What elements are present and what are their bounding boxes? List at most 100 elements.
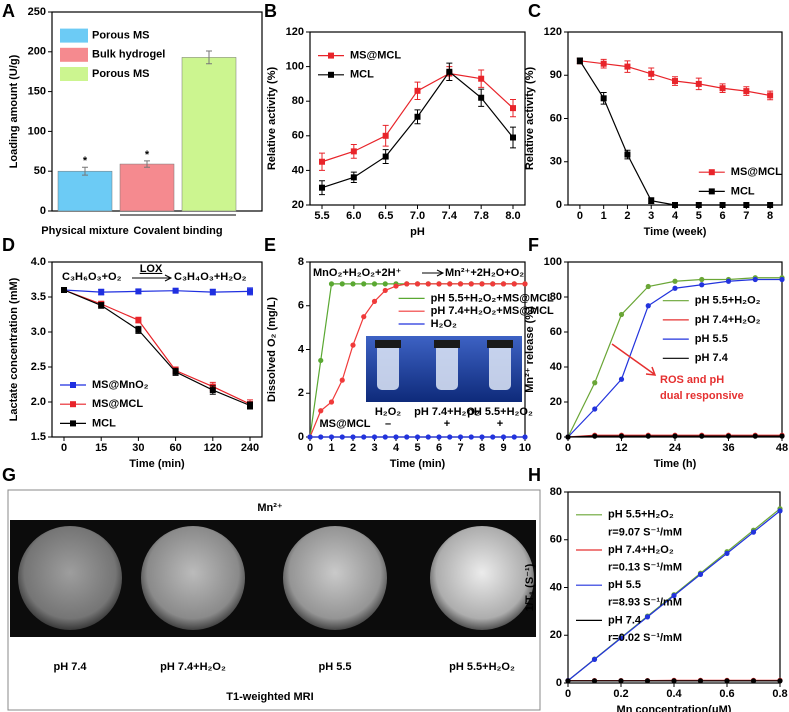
marker [414,87,421,94]
legend-marker [708,169,715,176]
reaction-right: Mn²⁺+2H₂O+O₂ [445,267,524,279]
legend-label: MCL [92,417,116,429]
marker [695,80,702,87]
reaction-left: C₃H₆O₃+O₂ [62,271,122,283]
image-title: Mn²⁺ [257,502,283,514]
vial [377,342,399,390]
inset-row-value: + [444,418,450,430]
x-tick-label: 1 [601,210,607,222]
marker [307,434,313,440]
marker [697,571,704,577]
marker [404,281,410,287]
x-tick-label: 0.6 [719,688,734,700]
legend-note: r=0.02 S⁻¹/mM [608,632,682,644]
x-tick-label: 0 [565,688,571,700]
y-tick-label: 100 [544,256,562,268]
marker [247,288,253,295]
marker [425,434,431,440]
group-label: Physical mixture [41,225,128,237]
marker [779,433,785,439]
y-tick-label: 150 [28,86,46,98]
marker [672,202,678,208]
marker [382,153,389,160]
y-tick-label: 4.0 [31,256,46,268]
marker [618,311,625,318]
marker [645,283,651,290]
marker [779,276,785,283]
y-tick-label: 60 [292,130,304,142]
y-axis-label: Mn²⁺ release (%) [524,306,536,393]
x-axis-label: pH [410,226,425,238]
y-tick-label: 200 [28,46,46,58]
vial-cap [375,340,401,348]
legend-label: pH 7.4+H₂O₂ [608,544,674,556]
x-axis-label: Time (min) [390,458,446,470]
mri-sample [18,526,122,630]
marker [479,434,485,440]
marker [591,656,598,662]
x-tick-label: 10 [519,442,531,454]
panel-label: D [2,235,15,255]
panel-label: F [528,235,539,255]
inset-label: H₂O₂ [375,406,401,418]
marker [425,281,431,287]
bar [57,170,113,212]
legend-label: pH 5.5+H₂O₂ [608,509,674,521]
x-tick-label: 48 [776,442,788,454]
y-axis-label: Relative activity (%) [524,67,536,171]
marker [339,434,345,440]
panel-label: H [528,465,541,485]
marker [350,148,357,155]
marker [750,529,757,535]
annotation: dual responsive [660,390,744,402]
marker [478,75,485,82]
x-tick-label: 0 [577,210,583,222]
y-tick-label: 20 [550,396,562,408]
legend-label: pH 5.5+H₂O₂+MS@MCL [431,292,554,304]
series-line [63,289,251,293]
marker [500,434,507,440]
x-tick-label: 24 [669,442,682,454]
legend-label: pH 7.4+H₂O₂ [695,314,761,326]
marker [350,281,356,287]
marker [350,174,357,181]
mri-sample [141,526,245,630]
y-tick-label: 0 [556,199,562,211]
legend-label: Porous MS [92,30,149,42]
y-tick-label: 90 [550,69,562,81]
image-caption: T1-weighted MRI [226,691,313,703]
y-axis-label: Dissolved O₂ (mg/L) [266,297,278,402]
legend-marker [328,71,334,78]
inset-row-value: + [497,418,503,430]
x-tick-label: 6 [436,442,442,454]
y-tick-label: 30 [550,156,562,168]
marker [361,314,367,320]
legend-label: pH 7.4 [695,352,729,364]
x-axis-label: Time (week) [644,226,707,238]
marker [743,88,750,95]
y-tick-label: 0 [556,431,562,443]
vial-cap [434,340,460,348]
sample-label: pH 5.5+H₂O₂ [449,661,515,673]
error-bar [206,50,212,65]
legend-swatch [60,67,88,81]
panel-label: E [264,235,276,255]
error-bar [82,166,88,176]
marker [318,357,324,364]
marker [672,278,678,284]
marker [648,197,655,204]
legend-label: H₂O₂ [431,318,457,330]
y-axis-label: 1/T₁ (S⁻¹) [524,563,536,611]
marker [600,95,607,102]
marker [565,678,571,684]
bar [119,163,175,212]
error-bar [144,160,150,168]
marker [510,134,516,141]
x-tick-label: 30 [132,442,144,454]
y-tick-label: 60 [550,112,562,124]
bar [181,57,237,212]
x-tick-label: 7.8 [474,210,489,222]
marker [447,281,453,287]
marker [624,151,631,158]
marker [672,78,678,85]
